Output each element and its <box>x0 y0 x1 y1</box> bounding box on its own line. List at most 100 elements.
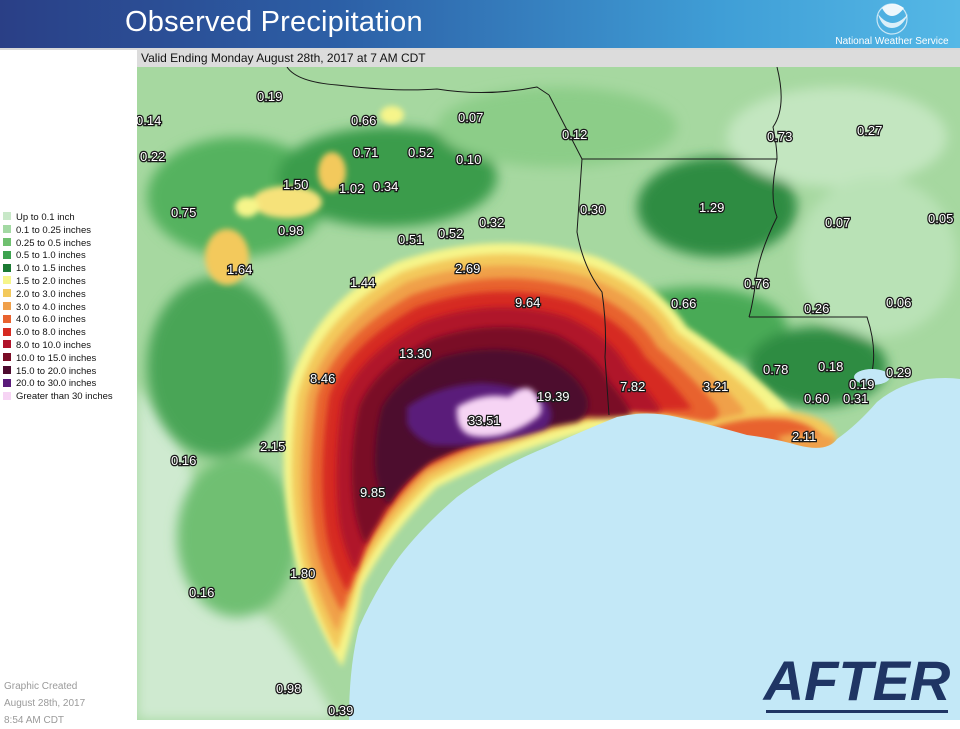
value-label: 1.44 <box>350 275 375 290</box>
green-texture <box>147 87 957 617</box>
legend-label: 3.0 to 4.0 inches <box>16 301 86 313</box>
legend-swatch <box>3 289 11 298</box>
value-label: 0.16 <box>189 585 214 600</box>
legend-item: 20.0 to 30.0 inches <box>3 378 137 391</box>
value-label: 0.31 <box>843 391 868 406</box>
legend-label: 4.0 to 6.0 inches <box>16 314 86 326</box>
legend-label: 0.1 to 0.25 inches <box>16 224 91 236</box>
value-label: 0.32 <box>479 215 504 230</box>
value-label: 0.26 <box>804 301 829 316</box>
legend-swatch <box>3 225 11 234</box>
legend-swatch <box>3 391 11 400</box>
value-label: 7.82 <box>620 379 645 394</box>
nws-emblem-icon <box>876 3 908 35</box>
legend-label: 6.0 to 8.0 inches <box>16 327 86 339</box>
value-label: 0.98 <box>278 223 303 238</box>
state-borders <box>286 67 875 416</box>
legend-swatch <box>3 378 11 387</box>
value-labels: 0.19 0.14 0.22 0.66 0.07 0.71 0.52 0.10 0.12 0.73… <box>137 88 955 720</box>
legend-label: 1.0 to 1.5 inches <box>16 263 86 275</box>
legend-label: 20.0 to 30.0 inches <box>16 378 97 390</box>
value-label: 0.60 <box>804 391 829 406</box>
value-label: 0.22 <box>140 149 165 164</box>
precipitation-legend: Up to 0.1 inch 0.1 to 0.25 inches 0.25 to … <box>3 212 137 404</box>
value-label: 0.51 <box>398 232 423 247</box>
legend-item: 2.0 to 3.0 inches <box>3 289 137 302</box>
legend-item: 15.0 to 20.0 inches <box>3 366 137 379</box>
precipitation-map[interactable]: 0.19 0.14 0.22 0.66 0.07 0.71 0.52 0.10 0.12 0.73… <box>137 67 960 720</box>
legend-swatch <box>3 276 11 285</box>
value-label: 3.21 <box>703 379 728 394</box>
value-label: 0.73 <box>767 129 792 144</box>
legend-item: 1.5 to 2.0 inches <box>3 276 137 289</box>
value-label: 9.64 <box>515 295 540 310</box>
nws-logo: National Weather Service <box>832 2 952 48</box>
value-label: 0.05 <box>928 211 953 226</box>
legend-label: 8.0 to 10.0 inches <box>16 339 91 351</box>
created-date: August 28th, 2017 <box>4 698 86 709</box>
value-label: 9.85 <box>360 485 385 500</box>
legend-label: 10.0 to 15.0 inches <box>16 352 97 364</box>
value-label: 2.15 <box>260 439 285 454</box>
legend-swatch <box>3 327 11 336</box>
value-label: 0.14 <box>137 113 161 128</box>
value-label: 0.75 <box>171 205 196 220</box>
northwest-showers <box>205 106 404 285</box>
legend-label: 2.0 to 3.0 inches <box>16 288 86 300</box>
value-label: 0.16 <box>171 453 196 468</box>
value-label: 1.80 <box>290 566 315 581</box>
header-banner: Observed Precipitation National Weather … <box>0 0 960 48</box>
rainfall-swath <box>283 243 837 667</box>
after-underline <box>766 710 948 713</box>
legend-label: 0.5 to 1.0 inches <box>16 250 86 262</box>
legend-swatch <box>3 314 11 323</box>
value-label: 0.06 <box>886 295 911 310</box>
legend-label: 1.5 to 2.0 inches <box>16 275 86 287</box>
value-label: 2.11 <box>792 429 816 444</box>
page-title: Observed Precipitation <box>125 6 423 38</box>
value-label: 0.30 <box>580 202 605 217</box>
legend-item: Greater than 30 inches <box>3 391 137 404</box>
legend-item: 1.0 to 1.5 inches <box>3 263 137 276</box>
legend-item: 0.5 to 1.0 inches <box>3 250 137 263</box>
value-label: 0.07 <box>825 215 850 230</box>
value-label: 0.71 <box>353 145 378 160</box>
value-label: 0.19 <box>849 377 874 392</box>
value-label: 33.51 <box>468 413 501 428</box>
legend-item: 6.0 to 8.0 inches <box>3 327 137 340</box>
value-label: 0.52 <box>438 226 463 241</box>
value-label: 0.18 <box>818 359 843 374</box>
value-label: 13.30 <box>399 346 432 361</box>
valid-time-subtitle: Valid Ending Monday August 28th, 2017 at… <box>137 50 960 67</box>
value-label: 0.66 <box>671 296 696 311</box>
value-label: 0.07 <box>458 110 483 125</box>
agency-name: National Weather Service <box>835 36 949 47</box>
legend-swatch <box>3 212 11 221</box>
legend-swatch <box>3 353 11 362</box>
value-label: 8.46 <box>310 371 335 386</box>
value-label: 0.10 <box>456 152 481 167</box>
value-label: 0.34 <box>373 179 398 194</box>
legend-item: 0.25 to 0.5 inches <box>3 238 137 251</box>
legend-item: 8.0 to 10.0 inches <box>3 340 137 353</box>
value-label: 0.52 <box>408 145 433 160</box>
created-time: 8:54 AM CDT <box>4 715 65 726</box>
after-banner: AFTER <box>760 650 954 716</box>
legend-item: Up to 0.1 inch <box>3 212 137 225</box>
gulf-of-mexico <box>349 378 960 720</box>
value-label: 0.29 <box>886 365 911 380</box>
legend-swatch <box>3 250 11 259</box>
legend-label: 15.0 to 20.0 inches <box>16 365 97 377</box>
value-label: 0.12 <box>562 127 587 142</box>
value-label: 0.66 <box>351 113 376 128</box>
legend-item: 0.1 to 0.25 inches <box>3 225 137 238</box>
legend-label: 0.25 to 0.5 inches <box>16 237 91 249</box>
lake-pontchartrain <box>854 369 890 385</box>
value-label: 0.27 <box>857 123 882 138</box>
value-label: 1.64 <box>227 262 252 277</box>
legend-swatch <box>3 302 11 311</box>
value-label: 1.29 <box>699 200 724 215</box>
west-light-region <box>137 387 337 720</box>
legend-label: Greater than 30 inches <box>16 391 113 403</box>
legend-swatch <box>3 340 11 349</box>
